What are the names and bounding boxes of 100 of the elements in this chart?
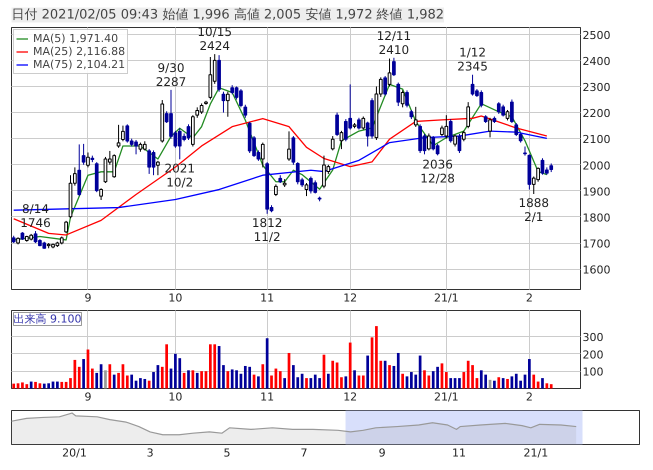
bar <box>423 370 426 388</box>
bar <box>488 380 492 388</box>
bar <box>244 366 247 388</box>
bar <box>322 354 326 388</box>
x-tick-label: 2 <box>526 390 533 404</box>
annotation: 10/15 2424 <box>197 25 232 54</box>
bar <box>108 364 112 388</box>
candlestick <box>383 76 388 96</box>
bar <box>86 350 90 388</box>
candlestick <box>99 188 103 200</box>
candlestick <box>178 128 182 160</box>
bar <box>25 384 28 388</box>
candlestick <box>501 104 505 117</box>
candlestick <box>523 146 527 156</box>
x-tick-label: 12 <box>343 292 358 304</box>
bar <box>213 344 216 388</box>
candlestick <box>392 57 396 77</box>
bar <box>401 374 404 388</box>
bar <box>143 378 146 388</box>
x-tick-label: 20/1 <box>62 446 87 460</box>
legend-label: MA(25) 2,116.88 <box>33 45 126 58</box>
bar <box>78 366 81 388</box>
x-tick-label: 5 <box>224 446 231 460</box>
x-tick-label: 9 <box>84 390 92 404</box>
candlestick <box>86 152 90 168</box>
candlestick <box>147 148 152 174</box>
candlestick <box>396 82 400 107</box>
bar <box>366 356 370 388</box>
chart-title: 出来高 9.100 <box>14 312 82 326</box>
bar <box>112 374 116 388</box>
bar <box>278 371 282 388</box>
bar <box>362 376 365 388</box>
bar <box>196 372 199 388</box>
x-tick-label: 10 <box>168 292 182 304</box>
candlestick <box>309 176 313 194</box>
bar <box>165 344 168 388</box>
candlestick <box>243 104 248 118</box>
bar <box>510 376 514 388</box>
bar <box>436 366 439 388</box>
bar <box>432 371 435 388</box>
candlestick <box>330 136 335 151</box>
candlestick <box>488 117 492 138</box>
x-tick-label: 21/1 <box>524 446 548 460</box>
y-tick-label: 1600 <box>582 264 610 277</box>
bar <box>418 356 422 388</box>
bar <box>406 376 408 388</box>
candlestick <box>388 58 392 87</box>
bar <box>42 384 46 388</box>
candlestick <box>496 102 501 114</box>
candlestick <box>462 130 466 142</box>
candlestick <box>340 130 344 150</box>
bar <box>288 352 290 388</box>
candlestick <box>510 99 514 124</box>
candlestick <box>222 91 226 114</box>
bar <box>514 374 518 388</box>
bar <box>100 364 102 388</box>
bar <box>248 366 252 388</box>
bar <box>305 378 308 388</box>
bar <box>353 370 356 388</box>
x-tick-label: 10 <box>168 390 182 404</box>
candlestick <box>186 124 190 140</box>
y-tick-label: 2000 <box>582 159 610 172</box>
x-tick-label: 11 <box>260 390 274 404</box>
y-tick-label: 1900 <box>582 185 610 198</box>
candlestick <box>142 140 147 151</box>
candlestick <box>357 117 361 130</box>
bar <box>230 369 234 388</box>
y-tick-label: 1800 <box>582 211 610 224</box>
bar <box>310 378 312 388</box>
bar <box>532 374 536 388</box>
bar <box>384 360 387 388</box>
bar <box>344 376 348 388</box>
bar <box>266 338 269 388</box>
bar <box>104 370 107 388</box>
annotation: 1812 11/2 <box>252 216 282 244</box>
candlestick <box>230 84 234 95</box>
bar <box>536 382 540 388</box>
bar <box>502 378 504 388</box>
bar <box>252 374 256 388</box>
bar <box>182 372 186 388</box>
bar <box>52 382 54 388</box>
candlestick <box>82 143 86 166</box>
y-tick-label: 2100 <box>582 133 610 146</box>
candlestick <box>431 136 436 151</box>
candlestick <box>466 102 470 129</box>
x-tick-label: 9 <box>84 292 92 304</box>
bar <box>466 360 470 388</box>
bar <box>160 366 164 388</box>
y-tick-label: 100 <box>582 366 604 379</box>
candlestick <box>195 106 200 118</box>
candlestick <box>440 125 444 137</box>
candlestick <box>226 91 230 118</box>
bar <box>130 374 134 388</box>
bar <box>192 370 194 388</box>
bar <box>449 378 452 388</box>
candlestick <box>410 109 414 120</box>
legend-label: MA(5) 1,971.40 <box>33 32 118 45</box>
candlestick <box>361 116 366 130</box>
bar <box>296 377 300 388</box>
annotation: 1888 2/1 <box>518 196 550 224</box>
